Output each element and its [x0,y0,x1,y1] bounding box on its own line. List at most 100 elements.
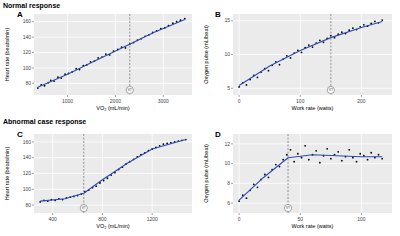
data-layer [238,134,383,213]
tick-label: 160 [23,18,32,24]
data-point [381,158,383,160]
data-point [337,151,339,153]
data-point [279,64,281,66]
tick-label: 6 [227,200,230,206]
threshold-label: VT [82,206,86,210]
data-point [359,153,361,155]
data-point [125,47,127,49]
tick-label: 140 [23,154,32,160]
tick [231,88,233,89]
plot-background [233,14,392,95]
data-point [301,157,303,159]
tick-label: 0 [238,98,241,104]
threshold-line [330,14,331,95]
threshold-line [129,14,130,95]
grid-line [233,163,392,164]
data-layer [238,14,383,95]
grid-line [115,14,116,95]
grid-line [34,157,192,158]
data-point [367,159,369,161]
data-point [363,24,365,26]
tick-label: 50 [297,216,303,222]
data-point [370,152,372,154]
tick [32,189,34,190]
tick [32,141,34,142]
tick-label: 2000 [110,98,121,104]
data-point [279,166,281,168]
tick-label: 80 [25,80,31,86]
data-point [326,148,328,150]
data-point [297,153,299,155]
tick [32,37,34,38]
data-point [319,39,321,41]
data-layer [39,134,186,213]
panel: D050100681012Work rate (watts)Oxygen pul… [203,130,392,229]
tick [231,163,233,164]
tick-label: 140 [23,34,32,40]
data-point [378,154,380,156]
threshold-line [288,134,289,213]
threshold-marker [284,204,291,211]
grid-line [34,141,192,142]
tick-label: 3000 [158,98,169,104]
grid-line [233,143,392,144]
tick-label: 10 [224,160,230,166]
tick [231,143,233,144]
data-point [308,159,310,161]
grid-line [34,83,192,84]
figure: Normal responseAbnormal case responseA10… [0,0,400,236]
tick-label: 100 [23,65,32,71]
threshold-label: VT [128,88,132,92]
tick [32,157,34,158]
smooth-line [239,155,382,200]
y-axis-label: Heart rate (beats/min) [4,147,10,201]
data-point [381,19,383,21]
data-point [352,27,354,29]
data-point [253,183,255,185]
data-point [315,150,317,152]
grid-line [34,21,192,22]
data-point [323,41,325,43]
tick-label: 160 [23,139,32,145]
tick-label: 400 [48,216,57,222]
tick [32,52,34,53]
threshold-label: VT [286,206,290,210]
grid-line [233,54,392,55]
data-point [162,143,164,145]
grid-line [361,134,362,213]
tick [231,183,233,184]
grid-line [300,134,301,213]
data-layer [37,14,186,95]
tick-label: 100 [357,216,366,222]
section-title: Normal response [3,2,60,10]
data-point [356,161,358,163]
grid-line [233,20,392,21]
tick [231,20,233,21]
data-point [286,154,288,156]
tick [32,83,34,84]
tick [231,54,233,55]
y-axis-label: Heart rate (beats/min) [4,28,10,82]
threshold-marker [80,204,87,211]
data-point [246,197,248,199]
threshold-label: VT [329,88,333,92]
data-point [107,177,109,179]
data-point [246,84,248,86]
grid-line [163,14,164,95]
panel: B010020051015Work rate (watts)Oxygen pul… [203,10,392,111]
data-point [275,164,277,166]
data-point [95,185,97,187]
data-point [341,160,343,162]
data-point [312,46,314,48]
data-point [319,162,321,164]
data-point [290,57,292,59]
tick-label: 5 [227,85,230,91]
data-point [268,177,270,179]
smooth-line [239,21,382,85]
data-point [301,52,303,54]
grid-line [239,134,240,213]
panel-letter: B [215,10,221,19]
grid-line [233,88,392,89]
data-point [308,44,310,46]
data-point [374,21,376,23]
